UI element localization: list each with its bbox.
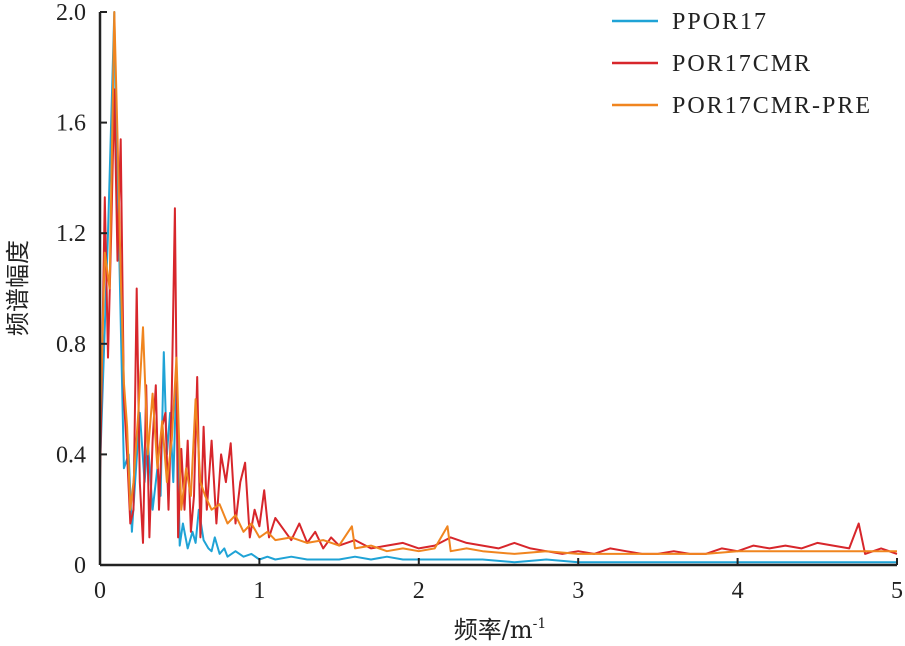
legend-label-ppor17: PPOR17 <box>672 9 768 35</box>
series-line-por17cmr <box>99 88 898 555</box>
x-tick-label: 0 <box>94 578 106 604</box>
x-tick-label: 3 <box>572 578 584 604</box>
y-tick-label: 0.8 <box>56 332 86 358</box>
series-line-por17cmr-pre <box>99 11 897 555</box>
series-layer <box>99 11 898 564</box>
x-tick-label: 1 <box>253 578 265 604</box>
y-axis-title: 频谱幅度 <box>4 240 32 336</box>
legend: PPOR17 POR17CMR POR17CMR-PRE <box>612 9 872 119</box>
y-tick-label: 0 <box>74 553 86 579</box>
axes-layer: 0 1 2 3 4 5 0 0.4 0.8 1.2 1.6 2.0 <box>56 0 903 604</box>
y-tick-label: 1.6 <box>56 111 86 137</box>
legend-label-por17cmr-pre: POR17CMR-PRE <box>672 93 872 119</box>
y-tick-label: 2.0 <box>56 0 86 26</box>
x-tick-label: 2 <box>413 578 425 604</box>
series-line-ppor17 <box>99 11 897 564</box>
x-axis-title: 频率/m-1 <box>454 616 546 644</box>
x-axis-title-sup: -1 <box>533 616 547 632</box>
x-axis-title-main: 频率/m <box>454 616 533 644</box>
y-tick-label: 0.4 <box>56 442 86 468</box>
y-tick-label: 1.2 <box>56 221 86 247</box>
x-tick-label: 5 <box>891 578 903 604</box>
legend-label-por17cmr: POR17CMR <box>672 51 812 77</box>
x-tick-label: 4 <box>732 578 744 604</box>
